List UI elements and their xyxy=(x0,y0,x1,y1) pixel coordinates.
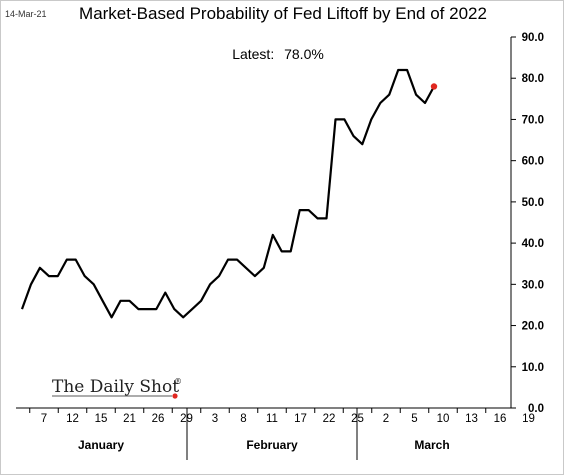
y-tick-label: 60.0 xyxy=(522,156,544,168)
x-tick-label: 26 xyxy=(152,413,165,425)
x-tick-label: 2 xyxy=(383,413,389,425)
logo-text: The Daily Shot xyxy=(52,377,179,397)
month-labels: January February March xyxy=(78,408,450,460)
latest-label: Latest: xyxy=(232,46,274,62)
date-stamp: 14-Mar-21 xyxy=(5,9,47,19)
x-tick-label: 12 xyxy=(66,413,79,425)
month-label: March xyxy=(414,438,449,452)
x-tick-label: 15 xyxy=(95,413,108,425)
logo-registered-mark: ® xyxy=(174,377,182,386)
x-tick-label: 22 xyxy=(323,413,336,425)
month-label: January xyxy=(78,438,124,452)
series-line xyxy=(20,68,435,319)
y-tick-label: 70.0 xyxy=(522,114,544,126)
x-tick-label: 7 xyxy=(41,413,47,425)
y-tick-label: 80.0 xyxy=(522,73,544,85)
y-tick-label: 40.0 xyxy=(522,238,544,250)
x-tick-label: 17 xyxy=(294,413,307,425)
x-tick-label: 16 xyxy=(494,413,507,425)
latest-point-marker xyxy=(430,83,438,90)
y-axis-ticks: 0.0 10.0 20.0 30.0 40.0 50.0 60.0 70.0 80.0 90.0 xyxy=(511,32,544,415)
x-axis-ticks: 7121521262938111722252510131619 xyxy=(29,408,535,425)
month-label: February xyxy=(246,438,298,452)
latest-annotation: Latest: 78.0% xyxy=(232,46,324,62)
chart-title: Market-Based Probability of Fed Liftoff … xyxy=(79,4,487,23)
logo-dot xyxy=(172,393,178,399)
latest-value: 78.0% xyxy=(284,46,324,62)
x-tick-label: 3 xyxy=(212,413,218,425)
x-tick-label: 5 xyxy=(411,413,417,425)
x-tick-label: 13 xyxy=(465,413,478,425)
daily-shot-logo: The Daily Shot ® xyxy=(52,377,182,399)
x-tick-label: 11 xyxy=(266,413,278,425)
x-tick-label: 21 xyxy=(123,413,136,425)
y-tick-label: 90.0 xyxy=(522,32,544,44)
y-tick-label: 10.0 xyxy=(522,362,544,374)
x-tick-label: 19 xyxy=(522,413,535,425)
y-tick-label: 20.0 xyxy=(522,321,544,333)
y-tick-label: 30.0 xyxy=(522,279,544,291)
y-tick-label: 50.0 xyxy=(522,197,544,209)
y-tick-label: 0.0 xyxy=(528,403,544,415)
x-tick-label: 10 xyxy=(437,413,450,425)
x-tick-label: 8 xyxy=(240,413,246,425)
